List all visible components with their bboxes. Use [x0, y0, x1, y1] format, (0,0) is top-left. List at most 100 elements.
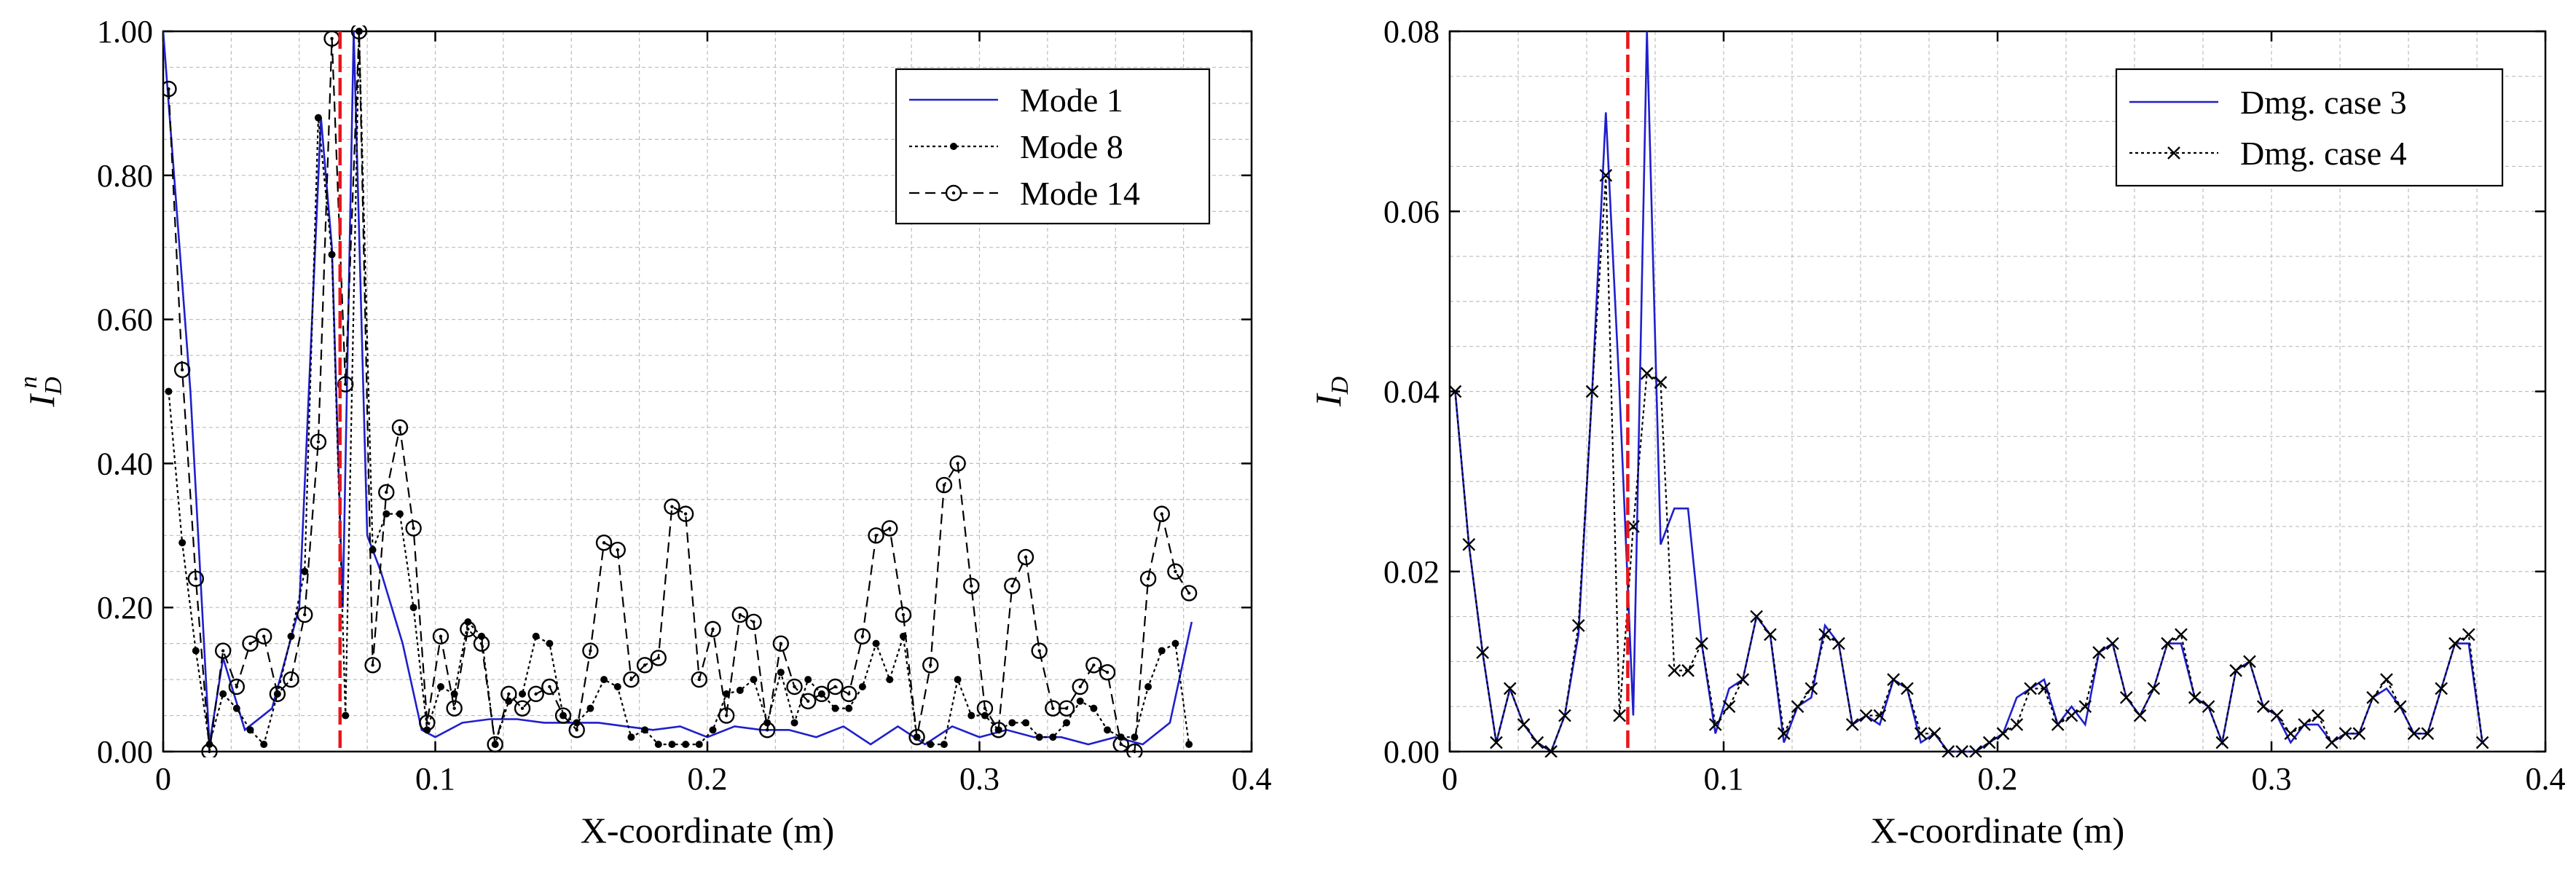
legend-marker-center	[951, 191, 956, 195]
x-tick-label: 0.2	[688, 761, 728, 797]
data-point	[1031, 642, 1048, 659]
data-point	[654, 741, 662, 749]
y-tick-label: 0.20	[97, 590, 153, 626]
data-point	[1450, 385, 1462, 398]
y-tick-label: 0.06	[1383, 194, 1440, 229]
data-point	[922, 657, 939, 674]
data-point	[827, 678, 844, 695]
data-point	[165, 387, 173, 395]
data-point	[1777, 727, 1791, 741]
data-point-center	[1024, 555, 1028, 559]
data-point-center	[1119, 742, 1123, 746]
data-point	[1158, 647, 1166, 655]
data-point	[1571, 619, 1585, 632]
data-point	[260, 741, 268, 749]
data-point	[723, 690, 731, 698]
data-point	[1476, 646, 1489, 659]
data-point-center	[970, 584, 973, 588]
data-point-center	[575, 728, 578, 732]
data-point-center	[874, 534, 878, 537]
y-tick-label: 0.80	[97, 158, 153, 194]
data-point-center	[479, 642, 484, 645]
y-tick-label: 0.02	[1383, 554, 1440, 590]
data-point	[841, 685, 857, 703]
data-point-center	[765, 728, 769, 732]
data-point	[232, 704, 240, 712]
x-tick-label: 0.2	[1978, 761, 2018, 797]
data-point	[858, 682, 866, 690]
legend: Dmg. case 3 Dmg. case 4	[2115, 68, 2504, 187]
data-point	[163, 80, 177, 98]
data-point	[436, 682, 444, 690]
legend: Mode 1 Mode 8 Mode 14	[895, 68, 1211, 225]
x-tick-label: 0.1	[1704, 761, 1744, 797]
data-point	[187, 570, 205, 587]
data-point	[1126, 743, 1143, 757]
data-point-center	[1105, 671, 1110, 674]
data-point	[500, 685, 517, 703]
series-mode-14	[163, 25, 1198, 757]
data-point-center	[915, 736, 919, 739]
data-point-center	[983, 706, 987, 710]
data-point	[297, 606, 313, 623]
data-point	[314, 114, 322, 122]
data-point	[682, 741, 690, 749]
data-point	[1805, 682, 1818, 695]
y-tick-label: 0.00	[97, 734, 153, 770]
data-point	[2421, 727, 2435, 741]
data-point	[799, 693, 817, 709]
data-point	[1681, 663, 1695, 677]
data-point	[173, 361, 191, 379]
data-point	[600, 676, 608, 684]
data-point	[750, 676, 758, 684]
data-point	[2175, 628, 2188, 642]
data-point	[1791, 700, 1805, 714]
data-point	[1035, 733, 1043, 741]
data-point	[2352, 727, 2366, 741]
data-point-center	[316, 440, 321, 444]
data-point-center	[942, 483, 946, 487]
data-point	[1153, 505, 1170, 522]
data-point-center	[1160, 512, 1163, 516]
data-point	[1004, 578, 1021, 594]
data-point-center	[194, 577, 198, 580]
data-point	[1180, 585, 1198, 602]
data-point	[908, 729, 925, 746]
data-point	[2462, 628, 2475, 642]
data-point	[954, 676, 962, 684]
data-point-center	[221, 649, 225, 653]
data-point-center	[670, 505, 674, 508]
data-point	[1185, 741, 1193, 749]
series-mode-1	[163, 31, 1193, 746]
data-point-center	[602, 540, 606, 545]
data-point	[2270, 709, 2284, 722]
data-point	[927, 741, 935, 749]
data-point-center	[1010, 584, 1014, 588]
data-point	[350, 25, 368, 40]
data-point	[691, 671, 707, 688]
data-point	[1076, 697, 1084, 705]
data-point	[990, 722, 1007, 738]
data-point	[473, 635, 490, 652]
data-point	[446, 700, 463, 717]
data-point-center	[629, 677, 633, 682]
data-point	[1167, 563, 1184, 580]
data-point-center	[1174, 570, 1177, 573]
data-point	[2380, 673, 2393, 686]
data-point	[854, 628, 871, 645]
data-point	[283, 671, 299, 688]
data-point	[527, 685, 544, 703]
data-point	[2284, 727, 2298, 741]
data-point	[405, 520, 422, 537]
data-point	[2024, 682, 2037, 695]
y-tick-label: 0.40	[97, 446, 153, 481]
legend-box	[2115, 68, 2504, 187]
data-point	[872, 639, 880, 647]
data-point	[1750, 610, 1763, 623]
data-point-center	[643, 663, 647, 667]
data-point	[1171, 639, 1179, 647]
data-point	[1517, 718, 1531, 731]
x-tick-label: 0	[1442, 761, 1458, 797]
series-line	[163, 31, 1193, 746]
data-point-center	[847, 692, 851, 696]
